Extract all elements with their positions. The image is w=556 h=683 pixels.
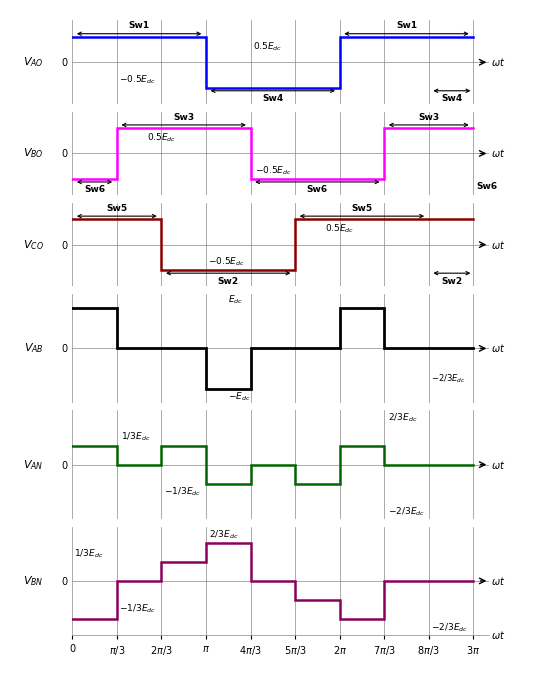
Y-axis label: $V_{BN}$: $V_{BN}$: [23, 574, 44, 588]
Text: Sw2: Sw2: [218, 277, 239, 285]
Text: $0.5E_{dc}$: $0.5E_{dc}$: [252, 40, 282, 53]
Text: $\omega t$: $\omega t$: [492, 575, 506, 587]
Text: $-1/3E_{dc}$: $-1/3E_{dc}$: [119, 602, 156, 615]
Y-axis label: $V_{AN}$: $V_{AN}$: [23, 458, 44, 471]
Y-axis label: $V_{AB}$: $V_{AB}$: [23, 342, 43, 355]
Text: Sw5: Sw5: [106, 204, 127, 213]
Text: Sw1: Sw1: [128, 21, 150, 30]
Text: $1/3E_{dc}$: $1/3E_{dc}$: [75, 547, 104, 559]
Text: $-2/3E_{dc}$: $-2/3E_{dc}$: [388, 505, 425, 518]
Text: $-2/3E_{dc}$: $-2/3E_{dc}$: [431, 622, 468, 634]
Text: $E_{dc}$: $E_{dc}$: [228, 294, 244, 306]
Text: $-E_{dc}$: $-E_{dc}$: [228, 391, 251, 403]
Text: $-2/3E_{dc}$: $-2/3E_{dc}$: [431, 372, 465, 385]
Text: $2/3E_{dc}$: $2/3E_{dc}$: [388, 412, 417, 424]
Text: $\omega t$: $\omega t$: [492, 459, 506, 471]
Text: Sw5: Sw5: [351, 204, 373, 213]
Text: $0.5E_{dc}$: $0.5E_{dc}$: [325, 223, 354, 235]
Text: $\omega t$: $\omega t$: [492, 56, 506, 68]
Text: Sw3: Sw3: [418, 113, 439, 122]
Y-axis label: $V_{CO}$: $V_{CO}$: [23, 238, 44, 251]
Y-axis label: $V_{AO}$: $V_{AO}$: [23, 55, 44, 69]
Text: $-1/3E_{dc}$: $-1/3E_{dc}$: [163, 486, 201, 499]
Text: $0.5E_{dc}$: $0.5E_{dc}$: [147, 132, 176, 144]
Text: $1/3E_{dc}$: $1/3E_{dc}$: [121, 431, 151, 443]
Text: Sw1: Sw1: [396, 21, 417, 30]
Text: $\omega t$: $\omega t$: [492, 629, 506, 641]
Text: Sw6: Sw6: [476, 182, 498, 191]
Text: $- 0.5E_{dc}$: $- 0.5E_{dc}$: [208, 255, 245, 268]
Text: $\omega t$: $\omega t$: [492, 342, 506, 354]
Text: $2/3E_{dc}$: $2/3E_{dc}$: [210, 528, 239, 540]
Text: Sw6: Sw6: [307, 185, 328, 194]
Text: $- 0.5E_{dc}$: $- 0.5E_{dc}$: [255, 165, 292, 177]
Text: Sw3: Sw3: [173, 113, 194, 122]
Text: Sw6: Sw6: [84, 185, 105, 194]
Text: $\omega t$: $\omega t$: [492, 148, 506, 159]
Text: Sw2: Sw2: [441, 277, 463, 285]
Text: Sw4: Sw4: [262, 94, 284, 103]
Text: $\omega t$: $\omega t$: [492, 238, 506, 251]
Text: $- 0.5E_{dc}$: $- 0.5E_{dc}$: [119, 73, 156, 85]
Y-axis label: $V_{BO}$: $V_{BO}$: [23, 147, 44, 161]
Text: Sw4: Sw4: [441, 94, 463, 103]
